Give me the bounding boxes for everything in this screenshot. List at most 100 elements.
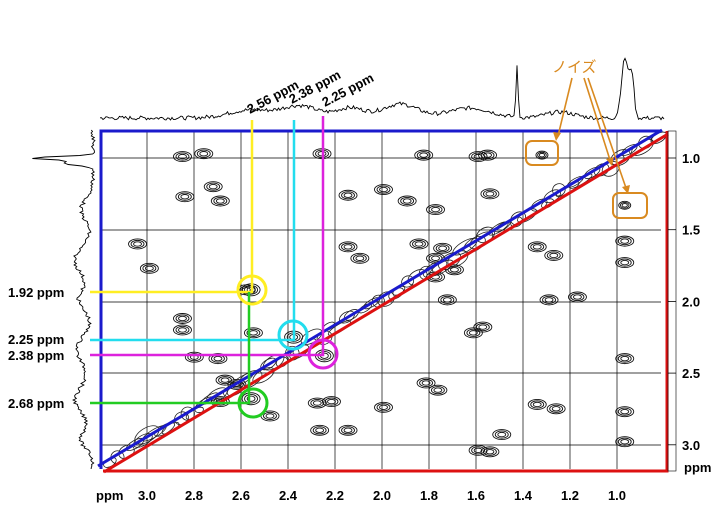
peak-contour (246, 328, 261, 337)
crosspeak (539, 294, 559, 306)
peak-contour (338, 424, 358, 436)
highlighted-crosspeak (241, 392, 261, 406)
blue-frame (99, 129, 661, 469)
peak-contour (615, 235, 635, 247)
peak-contour (615, 353, 635, 365)
peak-contour (544, 297, 554, 303)
peak-contour (620, 439, 630, 445)
noise-box-upper (525, 140, 559, 166)
peak-contour (431, 206, 440, 213)
peak-contour (416, 377, 436, 389)
peak-contour (478, 149, 498, 161)
peak-contour (549, 404, 564, 413)
highlight-circle-magenta (307, 338, 339, 370)
peak-contour (196, 149, 211, 158)
peak-contour (379, 404, 388, 410)
peak-contour (338, 189, 358, 201)
peak-contour (310, 424, 330, 436)
red-frame (103, 131, 669, 473)
x-axis-unit: ppm (96, 488, 123, 503)
peak-contour (620, 259, 630, 266)
peak-contour (249, 330, 258, 336)
peak-contour (203, 181, 223, 193)
peak-contour (374, 401, 393, 413)
peak-contour (130, 239, 145, 249)
peak-contour (414, 241, 424, 247)
peak-contour (307, 397, 327, 409)
highlight-circle-yellow (236, 274, 268, 306)
peak-contour (538, 152, 546, 158)
crosspeak (615, 257, 635, 269)
top-projection-spectrum (99, 57, 665, 121)
crosspeak (194, 148, 214, 160)
peak-contour (567, 291, 587, 303)
crosspeak (175, 191, 195, 203)
peak-contour (208, 184, 218, 190)
left-label-1-92: 1.92 ppm (8, 285, 64, 300)
peak-contour (549, 252, 559, 259)
peak-contour (482, 447, 497, 456)
noise-box-lower (612, 192, 648, 219)
crosspeak (544, 249, 564, 261)
crosspeak (480, 446, 500, 458)
diagonal-contour (134, 425, 160, 445)
noise-arrowhead-3 (622, 185, 630, 194)
crosspeak (173, 151, 192, 163)
peak-contour (440, 295, 455, 304)
crosspeak (478, 149, 498, 161)
crosspeak (338, 241, 358, 253)
crosspeak (322, 396, 341, 408)
peak-contour (322, 396, 341, 408)
crosspeak (433, 242, 453, 254)
noise-annotation: ノイズ (525, 59, 648, 219)
x-tick-label: 2.2 (326, 488, 344, 503)
crosspeak (338, 424, 358, 436)
peak-contour (433, 242, 453, 254)
peak-contour (312, 426, 327, 435)
peak-contour (619, 201, 630, 209)
peak-contour (178, 315, 187, 322)
noise-arrow-1 (557, 77, 573, 137)
peak-contour (539, 294, 559, 306)
crosspeak (243, 327, 263, 339)
crosspeak (437, 294, 457, 306)
peak-contour (376, 403, 391, 412)
peak-contour (428, 205, 443, 214)
x-tick-label: 2.4 (279, 488, 298, 503)
crosspeak (426, 204, 445, 216)
noise-arrowhead-2 (606, 157, 614, 166)
peak-contour (527, 399, 547, 410)
peak-contour (617, 258, 632, 267)
peak-contour (480, 151, 495, 160)
left-label-2-38: 2.38 ppm (8, 348, 64, 363)
crosspeak (492, 429, 512, 441)
crosspeak (414, 149, 434, 161)
crosspeak-layer (128, 148, 635, 458)
peak-contour (530, 400, 545, 409)
peak-contour (324, 397, 339, 406)
crosspeak (173, 324, 192, 336)
y-tick-label: 1.5 (682, 223, 700, 238)
diagonal-contour (423, 260, 448, 278)
diagonal-peaks (103, 131, 667, 468)
crosspeak (203, 181, 223, 193)
peak-contour (573, 294, 582, 300)
y-axis-unit: ppm (684, 460, 711, 475)
crosspeak (480, 188, 500, 200)
peak-contour (428, 384, 448, 396)
noise-arrow-3 (587, 77, 627, 189)
peak-contour (532, 401, 542, 408)
peak-contour (475, 323, 490, 332)
peak-contour (173, 151, 192, 163)
peak-contour (374, 184, 393, 195)
crosspeak (527, 399, 547, 410)
peak-contour (546, 251, 561, 260)
x-axis-tick-labels: 3.0 2.8 2.6 2.4 2.2 2.0 1.8 1.6 1.4 1.2 1.0 (138, 488, 626, 503)
peak-contour (338, 241, 358, 253)
peak-contour (537, 151, 547, 159)
peak-contour (243, 327, 263, 339)
guide-cyan (90, 120, 296, 342)
peak-contour (206, 182, 221, 191)
peak-contour (480, 446, 500, 458)
noise-arrow-2 (583, 77, 611, 161)
